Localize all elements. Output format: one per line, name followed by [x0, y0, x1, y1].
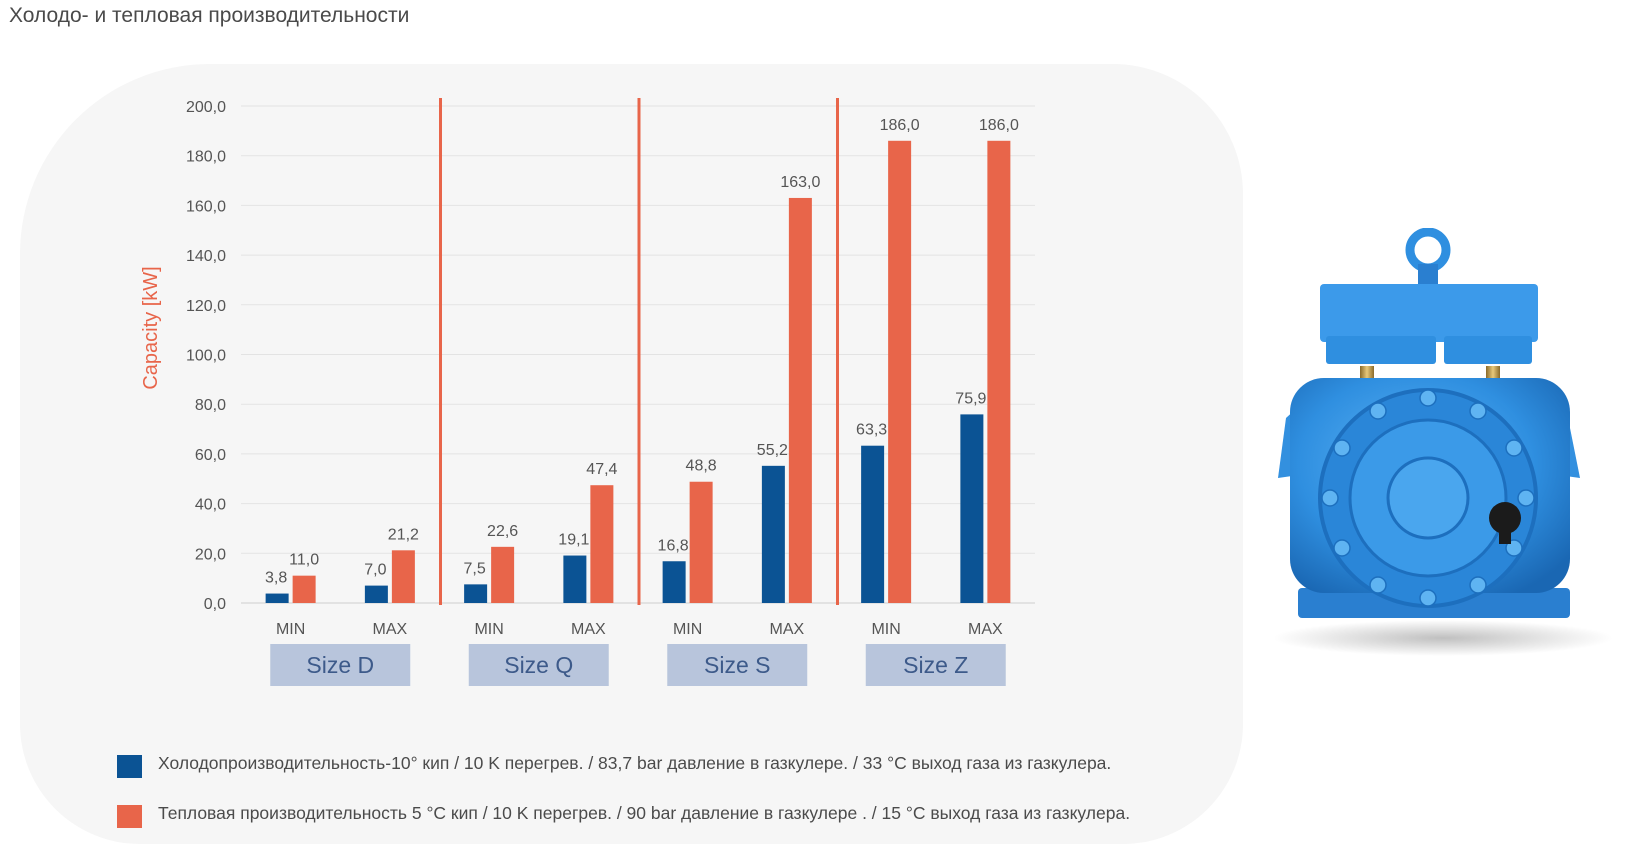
- bar-cooling: [265, 593, 289, 603]
- y-axis-label: Capacity [kW]: [140, 266, 162, 389]
- x-tick-label: MIN: [474, 621, 503, 638]
- data-label-cooling: 55,2: [757, 442, 788, 459]
- bar-cooling: [960, 414, 984, 603]
- size-group-box: [667, 644, 808, 686]
- legend-item-cooling: Холодопроизводительность-10° кип / 10 K …: [117, 752, 1172, 778]
- data-label-cooling: 75,9: [955, 390, 986, 407]
- size-group-label: Size Q: [504, 652, 573, 678]
- y-tick-label: 60,0: [195, 447, 226, 464]
- bar-heating: [391, 550, 415, 603]
- data-label-heating: 47,4: [586, 461, 617, 478]
- page-title: Холодо- и тепловая производительности: [9, 4, 410, 27]
- x-tick-label: MIN: [871, 621, 900, 638]
- bar-cooling: [464, 584, 488, 603]
- y-tick-label: 20,0: [195, 546, 226, 563]
- y-tick-label: 80,0: [195, 397, 226, 414]
- size-group-label: Size D: [306, 652, 374, 678]
- size-group-label: Size Z: [903, 652, 968, 678]
- x-tick-label: MAX: [968, 621, 1003, 638]
- data-label-cooling: 7,5: [464, 560, 486, 577]
- data-label-heating: 186,0: [979, 117, 1019, 134]
- x-tick-label: MAX: [571, 621, 606, 638]
- bar-heating: [491, 546, 515, 603]
- bar-cooling: [364, 585, 388, 603]
- legend-swatch-heating: [117, 805, 142, 828]
- bar-cooling: [761, 465, 785, 603]
- data-label-heating: 163,0: [780, 174, 820, 191]
- x-tick-label: MAX: [770, 621, 805, 638]
- size-group-box: [270, 644, 411, 686]
- data-label-cooling: 3,8: [265, 570, 287, 587]
- bar-heating: [292, 575, 316, 603]
- y-tick-label: 120,0: [186, 298, 226, 315]
- x-tick-label: MIN: [276, 621, 305, 638]
- y-tick-label: 140,0: [186, 248, 226, 265]
- data-label-heating: 22,6: [487, 523, 518, 540]
- x-tick-label: MAX: [373, 621, 408, 638]
- size-group-box: [468, 644, 609, 686]
- size-group-label: Size S: [704, 652, 770, 678]
- data-label-heating: 48,8: [686, 458, 717, 475]
- legend-item-heating: Тепловая производительность 5 °C кип / 1…: [117, 802, 1172, 828]
- data-label-cooling: 7,0: [364, 562, 386, 579]
- size-group-box: [865, 644, 1006, 686]
- capacity-chart: 0,0 20,0 40,0 60,0 80,0 100,0 120,0 140,0 160,0 1…: [140, 98, 1035, 686]
- bar-cooling: [861, 445, 885, 603]
- data-label-cooling: 63,3: [856, 422, 887, 439]
- data-label-heating: 11,0: [289, 552, 319, 569]
- bar-heating: [689, 481, 713, 603]
- y-tick-label: 160,0: [186, 198, 226, 215]
- y-tick-label: 180,0: [186, 149, 226, 166]
- y-tick-label: 200,0: [186, 99, 226, 116]
- compressor-icon: [1273, 228, 1613, 656]
- bar-heating: [590, 485, 614, 603]
- data-label-cooling: 16,8: [658, 537, 689, 554]
- bar-heating: [788, 197, 812, 603]
- data-label-cooling: 19,1: [558, 532, 589, 549]
- y-tick-label: 40,0: [195, 497, 226, 514]
- y-tick-label: 100,0: [186, 348, 226, 365]
- bar-cooling: [563, 555, 587, 603]
- bar-heating: [888, 140, 912, 604]
- legend-label-heating: Тепловая производительность 5 °C кип / 1…: [158, 803, 1131, 823]
- legend-label-cooling: Холодопроизводительность-10° кип / 10 K …: [158, 753, 1112, 773]
- y-tick-label: 0,0: [204, 596, 226, 613]
- data-label-heating: 186,0: [880, 117, 920, 134]
- bar-cooling: [662, 561, 686, 603]
- bar-heating: [987, 140, 1011, 604]
- legend-swatch-cooling: [117, 755, 142, 778]
- data-label-heating: 21,2: [388, 526, 419, 543]
- x-tick-label: MIN: [673, 621, 702, 638]
